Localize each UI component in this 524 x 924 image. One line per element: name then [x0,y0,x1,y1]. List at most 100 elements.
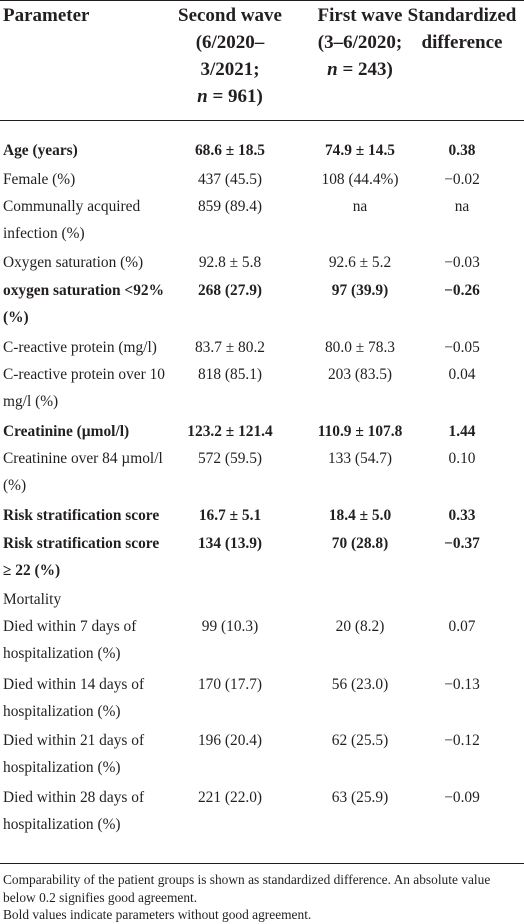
first-wave-value: 18.4 ± 5.0 [328,507,392,524]
second-wave-value: 221 (22.0) [197,789,263,806]
table-top-rule [0,0,524,1]
first-wave-value: 110.9 ± 107.8 [317,423,403,440]
row-label-line: Oxygen saturation (%) [3,254,144,271]
header-second-wave: Second wave (6/2020– 3/2021; n = 961) [166,2,294,110]
header-line: 3/2021; [200,59,260,80]
second-wave-value: 68.6 ± 18.5 [194,142,265,159]
header-line: (6/2020– [195,32,265,53]
second-wave-value: 123.2 ± 121.4 [187,423,273,440]
header-line: n = 243) [327,59,393,80]
row-label: Creatinine (µmol/l) [3,418,168,445]
row-label-line: ≥ 22 (%) [3,562,61,579]
first-wave-value: 97 (39.9) [331,282,389,299]
standardized-difference-value: −0.02 [444,171,480,188]
standardized-difference-value: −0.37 [444,535,480,552]
row-label-line: C-reactive protein (mg/l) [3,339,157,356]
header-rule [0,120,524,121]
row-label-line: (%) [3,309,29,326]
row-label-line: hospitalization (%) [3,645,121,662]
standardized-difference-value: 0.38 [448,142,476,159]
standardized-difference-value: −0.13 [444,676,480,693]
standardized-difference-value: 0.07 [448,618,476,635]
first-wave-value: 70 (28.8) [331,535,389,552]
second-wave-value: 83.7 ± 80.2 [194,339,265,356]
row-label-line: infection (%) [3,225,85,242]
row-label: Risk stratification score [3,502,168,529]
row-label: Died within 14 days of hospitalization (%… [3,671,168,725]
row-label-line: mg/l (%) [3,393,59,410]
footnote-comparability: Comparability of the patient groups is s… [3,872,491,905]
first-wave-value: 108 (44.4%) [321,171,399,188]
row-label-line: Communally acquired [3,198,141,215]
standardized-difference-value: −0.12 [444,732,480,749]
header-first-wave: First wave (3–6/2020; n = 243) [296,2,424,83]
row-label: Risk stratification score ≥ 22 (%) [3,530,168,584]
header-line: n = 961) [197,86,263,107]
standardized-difference-value: −0.26 [444,282,480,299]
first-wave-value: 133 (54.7) [327,450,393,467]
row-label-line: hospitalization (%) [3,816,121,833]
second-wave-value: 268 (27.9) [197,282,263,299]
second-wave-value: 92.8 ± 5.8 [198,254,262,271]
row-label-line: oxygen saturation <92% [3,282,164,299]
row-label-line: Age (years) [3,142,78,159]
header-line: difference [421,32,503,53]
standardized-difference-value: 0.10 [448,450,476,467]
first-wave-value: 63 (25.9) [331,789,389,806]
second-wave-value: 16.7 ± 5.1 [198,507,262,524]
table-bottom-rule [0,863,524,864]
first-wave-value: 56 (23.0) [331,676,389,693]
standardized-difference-value: −0.05 [444,339,480,356]
row-label-line: Died within 14 days of [3,676,145,693]
first-wave-value: 80.0 ± 78.3 [324,339,395,356]
standardized-difference-value: 0.04 [448,366,476,383]
row-label: C-reactive protein over 10 mg/l (%) [3,361,168,415]
row-label-line: hospitalization (%) [3,759,121,776]
row-label: Died within 28 days of hospitalization (%… [3,784,168,838]
row-label: Died within 7 days of hospitalization (%) [3,613,168,667]
header-line: Second wave [178,5,282,26]
second-wave-value: 134 (13.9) [197,535,263,552]
row-label-line: Creatinine over 84 µmol/l [3,450,163,467]
second-wave-value: 99 (10.3) [201,618,259,635]
standardized-difference-value: 0.33 [448,507,476,524]
row-label-line: (%) [3,477,27,494]
row-label: Age (years) [3,137,168,164]
first-wave-value: 62 (25.5) [331,732,389,749]
row-label: Oxygen saturation (%) [3,249,168,276]
row-label-line: Risk stratification score [3,507,160,524]
row-label-line: C-reactive protein over 10 [3,366,165,383]
row-label-line: Creatinine (µmol/l) [3,423,130,440]
row-label-line: hospitalization (%) [3,703,121,720]
second-wave-value: 859 (89.4) [197,198,263,215]
row-label: oxygen saturation <92% (%) [3,277,168,331]
row-label: Communally acquired infection (%) [3,193,168,247]
first-wave-value: 92.6 ± 5.2 [328,254,392,271]
second-wave-value: 170 (17.7) [197,676,263,693]
header-line: Standardized [407,5,517,26]
second-wave-value: 572 (59.5) [197,450,263,467]
row-label-line: Died within 7 days of [3,618,137,635]
row-label-line: Died within 21 days of [3,732,145,749]
standardized-difference-value: −0.03 [444,254,480,271]
header-line: (3–6/2020; [317,32,403,53]
first-wave-value: na [352,198,368,215]
second-wave-value: 818 (85.1) [197,366,263,383]
header-line: First wave [317,5,403,26]
row-label-line: Risk stratification score [3,535,160,552]
first-wave-value: 203 (83.5) [327,366,393,383]
first-wave-value: 74.9 ± 14.5 [324,142,395,159]
standardized-difference-value: 1.44 [448,423,476,440]
second-wave-value: 437 (45.5) [197,171,263,188]
row-label: Creatinine over 84 µmol/l (%) [3,445,168,499]
header-parameter: Parameter [3,2,90,29]
row-label: Female (%) [3,166,168,193]
standardized-difference-value: −0.09 [444,789,480,806]
header-standardized-difference: Standardized difference [400,2,524,56]
row-label-line: Mortality [3,591,62,608]
standardized-difference-value: na [454,198,470,215]
row-label: C-reactive protein (mg/l) [3,334,168,361]
row-label-line: Died within 28 days of [3,789,145,806]
footnote-bold: Bold values indicate parameters without … [3,907,312,922]
